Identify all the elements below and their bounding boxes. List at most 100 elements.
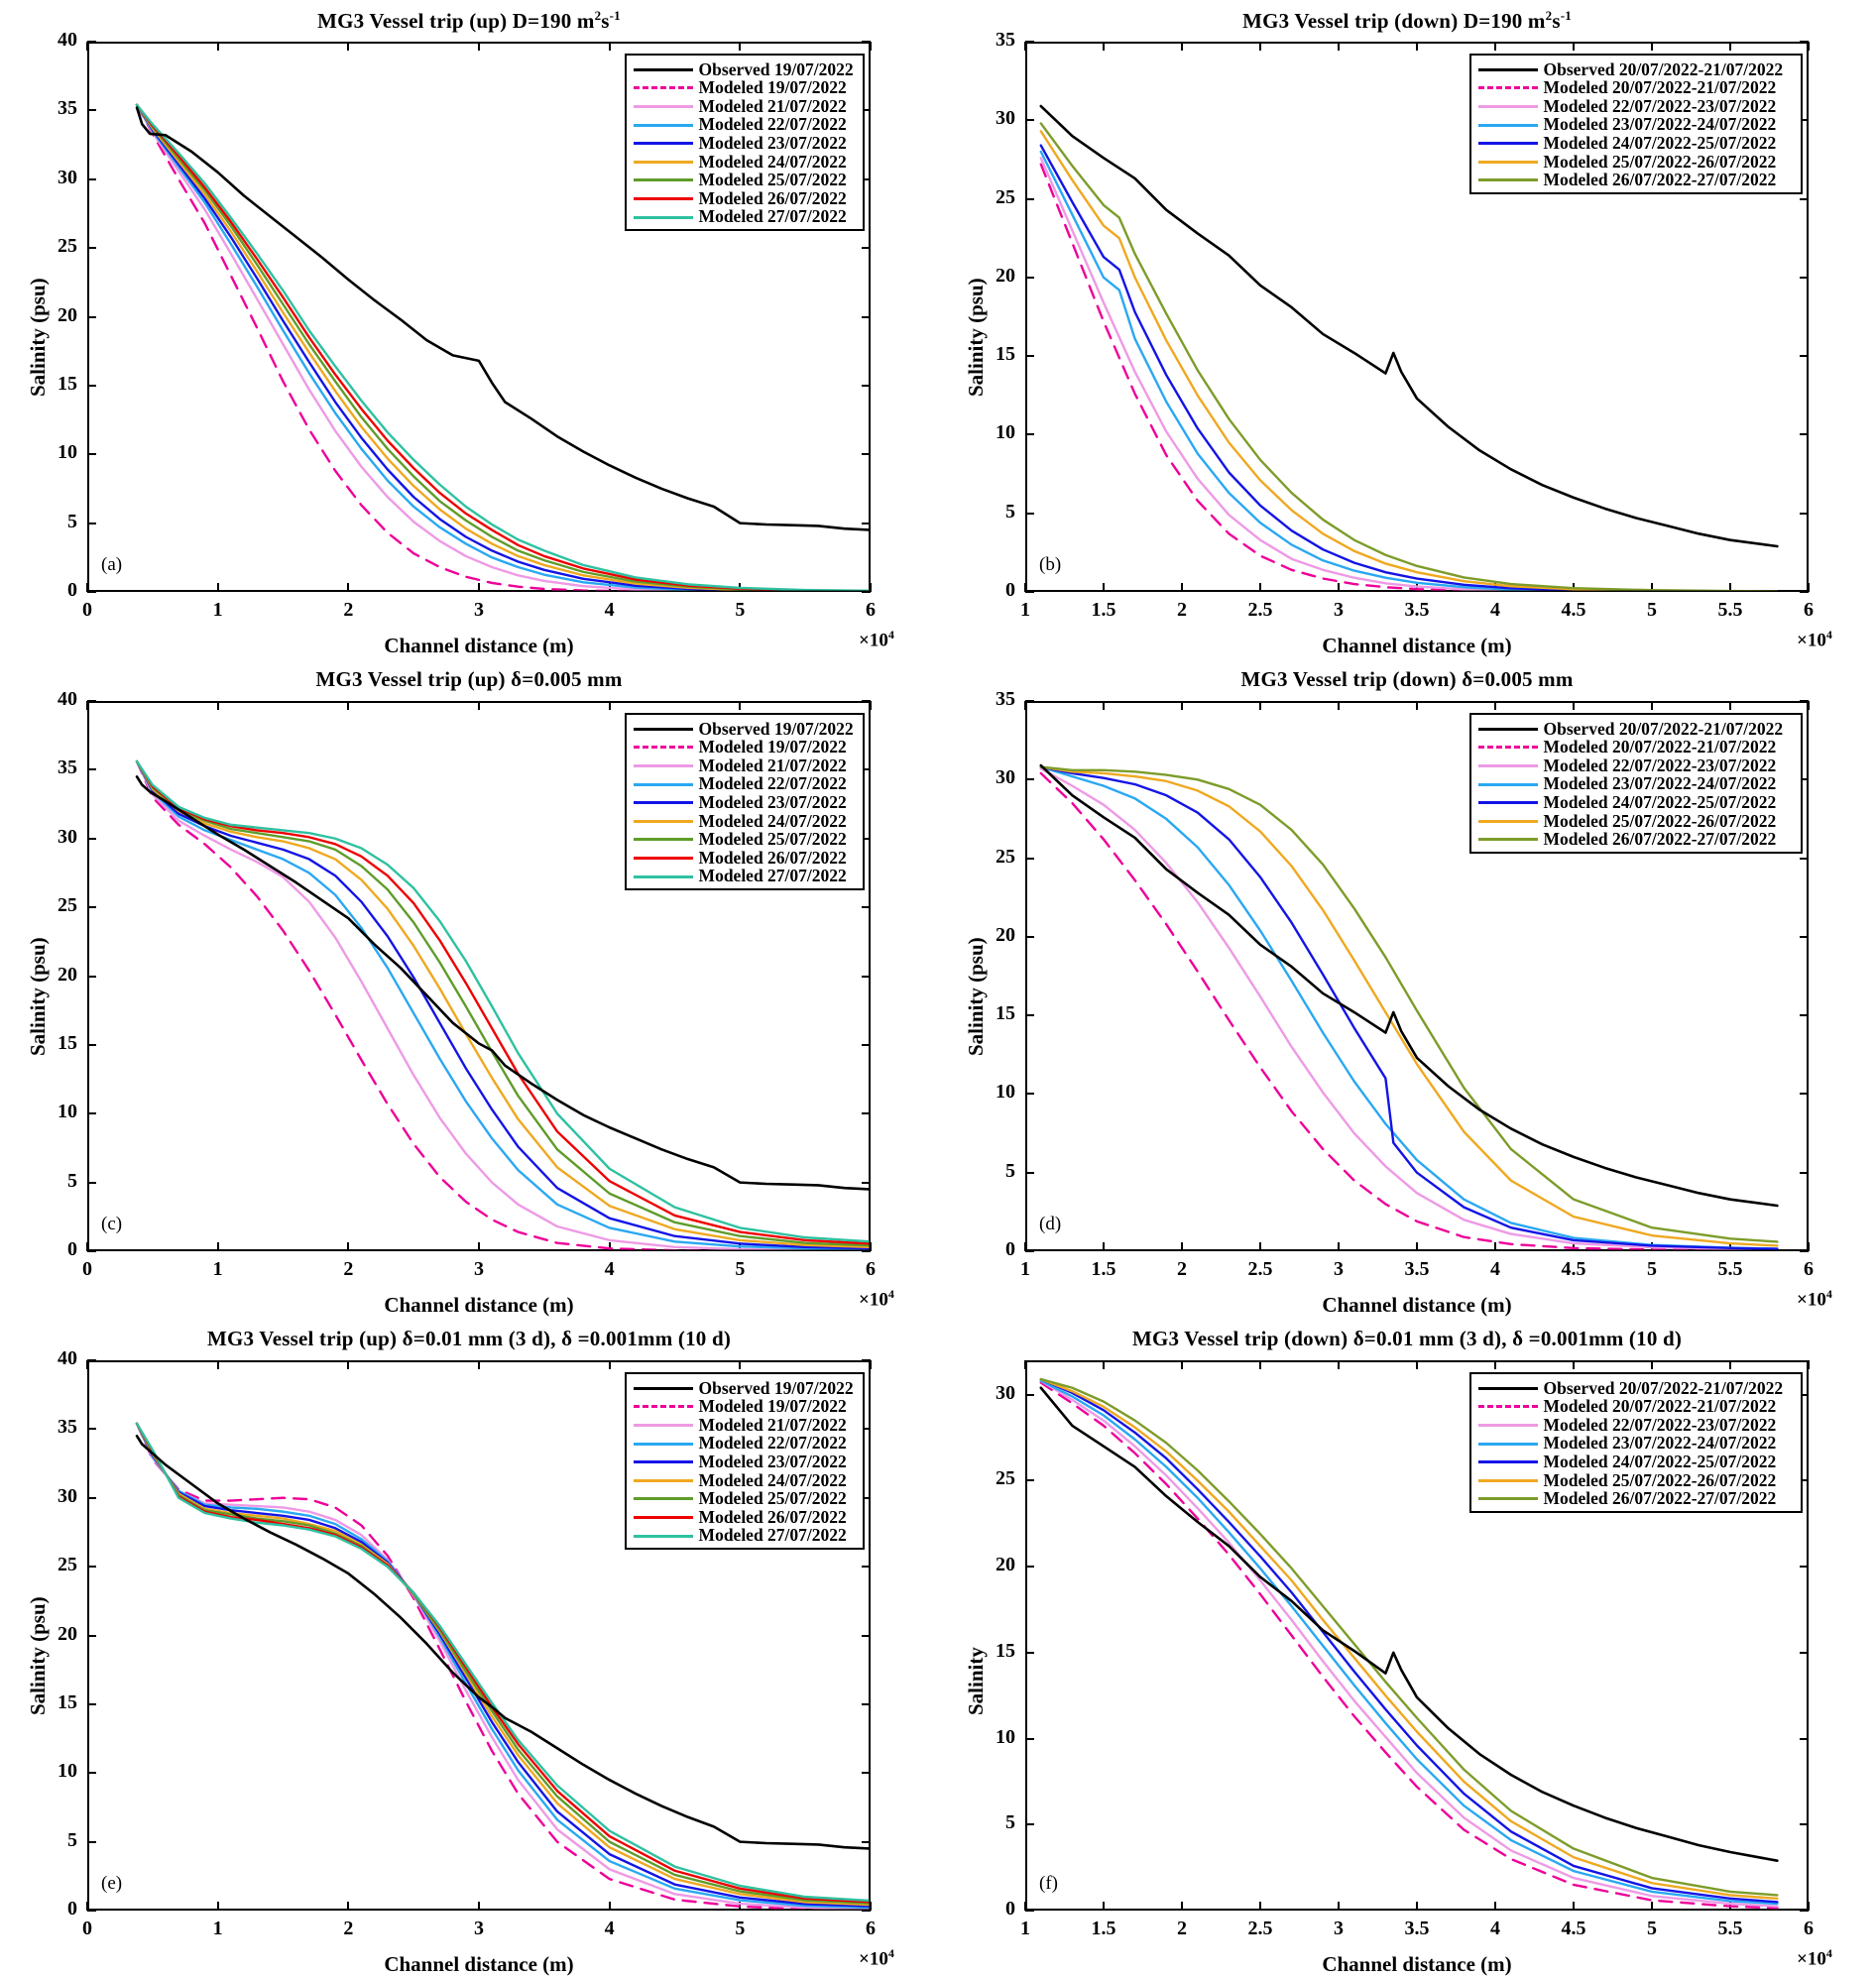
x-tick-label: 4	[604, 1258, 615, 1280]
y-tickmark-right	[1800, 1171, 1809, 1174]
x-tick-label: 1	[1020, 1918, 1030, 1939]
x-tick-label: 6	[1804, 599, 1814, 621]
y-tickmark	[87, 177, 96, 180]
x-tick-label: 4.5	[1561, 1918, 1586, 1939]
legend-entry: Modeled 25/07/2022-26/07/2022	[1477, 153, 1795, 172]
x-tickmark-top	[1181, 42, 1183, 51]
y-tickmark	[87, 1566, 96, 1569]
legend-entry: Modeled 20/07/2022-21/07/2022	[1477, 739, 1795, 757]
y-tickmark	[87, 837, 96, 840]
x-tick-label: 6	[866, 599, 876, 621]
legend-swatch-line	[1477, 1460, 1538, 1464]
x-tickmark	[1494, 1902, 1496, 1911]
legend-entry: Modeled 24/07/2022-25/07/2022	[1477, 793, 1795, 812]
x-tick-label: 5	[1647, 1258, 1657, 1280]
y-tick-label: 40	[58, 688, 77, 710]
legend-d: Observed 20/07/2022-21/07/2022 Modeled 20…	[1468, 713, 1803, 855]
y-tickmark-right	[862, 1496, 871, 1499]
legend-label: Modeled 25/07/2022	[698, 170, 847, 190]
legend-swatch-line	[633, 215, 693, 219]
y-tickmark-right	[1800, 591, 1809, 593]
panel-b: MG3 Vessel trip (down) D=190 m2s-1 1 1.5 2 2…	[938, 0, 1876, 659]
legend-entry: Modeled 27/07/2022	[633, 208, 856, 227]
x-tickmark-top	[1338, 42, 1340, 51]
x-tickmark	[1338, 1902, 1340, 1911]
series-line	[1039, 1381, 1779, 1910]
x-tick-label: 4	[1490, 599, 1500, 621]
legend-label: Modeled 20/07/2022-21/07/2022	[1543, 77, 1777, 98]
legend-label: Modeled 22/07/2022-23/07/2022	[1543, 1414, 1777, 1435]
y-tickmark	[87, 1496, 96, 1499]
y-tickmark-right	[862, 1910, 871, 1912]
legend-swatch-line	[1477, 746, 1538, 750]
x-tickmark	[1181, 583, 1183, 592]
legend-c: Observed 19/07/2022 Modeled 19/07/2022 Mod…	[624, 713, 865, 891]
legend-entry: Modeled 19/07/2022	[633, 1398, 856, 1417]
x-tickmark-top	[1103, 1360, 1105, 1369]
y-tickmark	[87, 384, 96, 387]
legend-label: Modeled 26/07/2022	[698, 1506, 847, 1527]
series-line	[135, 775, 870, 1191]
legend-label: Modeled 24/07/2022-25/07/2022	[1543, 1451, 1777, 1471]
series-line	[1039, 1379, 1779, 1908]
legend-label: Modeled 25/07/2022-26/07/2022	[1543, 1469, 1777, 1490]
legend-swatch-line	[633, 160, 693, 164]
x-tick-label: 6	[1804, 1918, 1814, 1939]
x-axis-label-b: Channel distance (m)	[1322, 634, 1512, 657]
series-line	[1039, 130, 1778, 591]
x-tick-label: 0	[82, 599, 92, 621]
legend-entry: Modeled 22/07/2022	[633, 775, 856, 794]
series-line	[1039, 765, 1779, 1243]
x-tick-label: 4	[604, 1918, 615, 1939]
legend-swatch-line	[633, 1478, 693, 1482]
legend-swatch-line	[633, 874, 693, 878]
x-tickmark	[478, 1242, 480, 1251]
legend-label: Modeled 19/07/2022	[698, 737, 847, 757]
curve-layer-d	[1039, 763, 1779, 1250]
x-tick-label: 5	[1647, 1918, 1657, 1939]
y-tick-label: 15	[58, 1690, 77, 1713]
y-tickmark-right	[1800, 512, 1809, 515]
y-tickmark-right	[862, 837, 871, 840]
y-tickmark-right	[862, 453, 871, 456]
panel-letter-f: (f)	[1039, 1873, 1058, 1894]
legend-swatch-line	[633, 104, 693, 108]
y-tick-label: 5	[67, 1169, 77, 1192]
y-tickmark	[87, 1772, 96, 1775]
x-tickmark-top	[739, 701, 742, 710]
legend-entry: Modeled 23/07/2022-24/07/2022	[1477, 1433, 1795, 1454]
curve-layer-b	[1039, 104, 1779, 591]
series-line	[135, 106, 870, 531]
series-line	[135, 759, 870, 1250]
legend-label: Modeled 23/07/2022-24/07/2022	[1543, 1433, 1777, 1454]
x-tick-label: 1	[1020, 599, 1030, 621]
series-line	[1039, 150, 1736, 591]
series-line	[1039, 1377, 1779, 1904]
legend-entry: Modeled 21/07/2022	[633, 1416, 856, 1435]
legend-entry: Observed 20/07/2022-21/07/2022	[1477, 60, 1795, 79]
y-tickmark	[87, 1250, 96, 1252]
legend-swatch-line	[1477, 782, 1538, 786]
x-tickmark-top	[739, 42, 742, 51]
x-tickmark-top	[1573, 701, 1575, 710]
y-tick-label: 20	[58, 1622, 77, 1645]
x-tickmark-top	[870, 1360, 872, 1369]
y-tickmark	[1025, 1250, 1034, 1252]
x-tickmark-top	[1024, 701, 1026, 710]
x-tickmark-top	[1651, 1360, 1653, 1369]
x-tickmark	[1259, 1242, 1261, 1251]
y-tickmark-right	[1800, 778, 1809, 781]
y-tickmark-right	[862, 1112, 871, 1115]
x-tick-label: 6	[866, 1258, 876, 1280]
series-line	[135, 759, 870, 1247]
legend-entry: Modeled 25/07/2022	[633, 831, 856, 850]
y-tickmark	[87, 1428, 96, 1431]
legend-label: Observed 20/07/2022-21/07/2022	[1543, 1377, 1784, 1398]
x-tickmark-top	[478, 1360, 480, 1369]
x-tickmark	[478, 583, 480, 592]
x-tick-label: 3	[474, 1918, 484, 1939]
x-tickmark-top	[1338, 701, 1340, 710]
x-axis-exponent-a: ×104	[859, 628, 894, 651]
series-line	[135, 759, 870, 1248]
